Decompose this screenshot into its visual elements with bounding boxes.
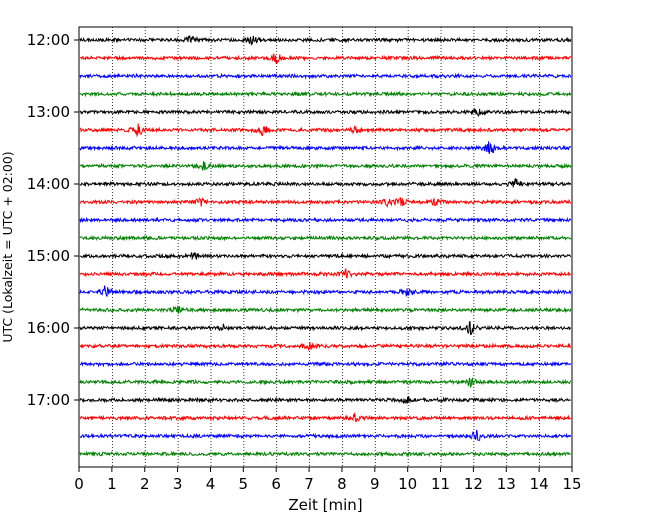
plot-frame [78,26,573,468]
seismic-trace [79,234,572,242]
seismic-trace [79,377,572,388]
seismic-trace [79,90,572,98]
seismic-trace [79,429,572,441]
seismic-trace [79,107,572,117]
x-tick-label: 14 [530,475,549,493]
seismic-trace [79,72,572,80]
seismic-trace [79,285,572,298]
x-tick-label: 1 [107,475,117,493]
y-tick-label: 12:00 [27,31,70,49]
seismic-trace [79,267,571,279]
x-tick-label: 11 [431,475,450,493]
x-axis-label: Zeit [min] [288,496,362,514]
seismic-trace [79,53,572,65]
y-tick-label: 13:00 [27,103,70,121]
seismic-trace [79,216,572,224]
x-tick-label: 12 [464,475,483,493]
x-tick-label: 3 [173,475,183,493]
seismic-trace [79,161,572,172]
y-tick-label: 17:00 [27,391,70,409]
x-tick-label: 5 [239,475,249,493]
y-axis-ticks: 12:00 13:00 14:00 15:00 16:00 17:00 [27,31,79,409]
x-tick-label: 0 [74,475,84,493]
x-tick-label: 4 [206,475,216,493]
seismic-trace [79,178,572,188]
seismic-trace [79,305,572,314]
seismic-trace [79,450,572,458]
x-tick-label: 10 [398,475,417,493]
x-tick-label: 7 [304,475,314,493]
y-tick-label: 16:00 [27,319,70,337]
seismic-trace [79,412,572,423]
x-tick-label: 13 [497,475,516,493]
x-tick-label: 2 [140,475,150,493]
x-tick-label: 6 [271,475,281,493]
trace-layer [79,35,572,458]
x-axis-ticks: 0 1 2 3 4 5 6 7 8 9 10 11 12 13 14 15 [74,467,582,493]
seismic-trace [79,342,571,352]
y-tick-label: 15:00 [27,247,70,265]
x-tick-label: 8 [337,475,347,493]
x-tick-label: 9 [370,475,380,493]
seismic-trace [79,360,572,368]
x-tick-label: 15 [562,475,581,493]
seismic-trace [79,396,571,405]
seismic-trace [79,141,572,155]
y-axis-label: UTC (Lokalzeit = UTC + 02:00) [0,151,15,342]
vertical-grid [111,27,541,467]
seismic-trace [79,123,572,138]
seismic-trace [79,197,572,209]
seismic-trace [79,35,572,46]
seismic-trace [79,321,572,336]
y-tick-label: 14:00 [27,175,70,193]
seismic-trace [79,252,572,261]
